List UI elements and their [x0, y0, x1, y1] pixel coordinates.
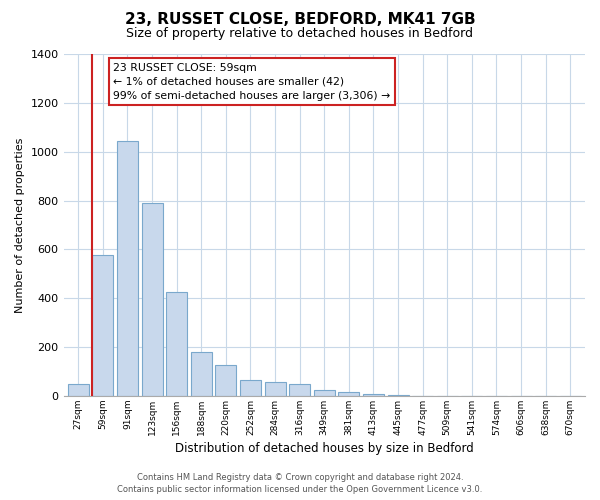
- Bar: [265, 382, 286, 396]
- X-axis label: Distribution of detached houses by size in Bedford: Distribution of detached houses by size …: [175, 442, 473, 455]
- Bar: [240, 380, 261, 396]
- Bar: [68, 384, 89, 396]
- Bar: [166, 292, 187, 396]
- Bar: [191, 352, 212, 396]
- Text: 23 RUSSET CLOSE: 59sqm
← 1% of detached houses are smaller (42)
99% of semi-deta: 23 RUSSET CLOSE: 59sqm ← 1% of detached …: [113, 62, 391, 100]
- Bar: [338, 392, 359, 396]
- Y-axis label: Number of detached properties: Number of detached properties: [15, 138, 25, 312]
- Text: 23, RUSSET CLOSE, BEDFORD, MK41 7GB: 23, RUSSET CLOSE, BEDFORD, MK41 7GB: [125, 12, 475, 28]
- Text: Size of property relative to detached houses in Bedford: Size of property relative to detached ho…: [127, 28, 473, 40]
- Bar: [92, 256, 113, 396]
- Bar: [117, 142, 138, 396]
- Bar: [289, 384, 310, 396]
- Text: Contains HM Land Registry data © Crown copyright and database right 2024.
Contai: Contains HM Land Registry data © Crown c…: [118, 473, 482, 494]
- Bar: [142, 203, 163, 396]
- Bar: [215, 366, 236, 396]
- Bar: [363, 394, 384, 396]
- Bar: [314, 390, 335, 396]
